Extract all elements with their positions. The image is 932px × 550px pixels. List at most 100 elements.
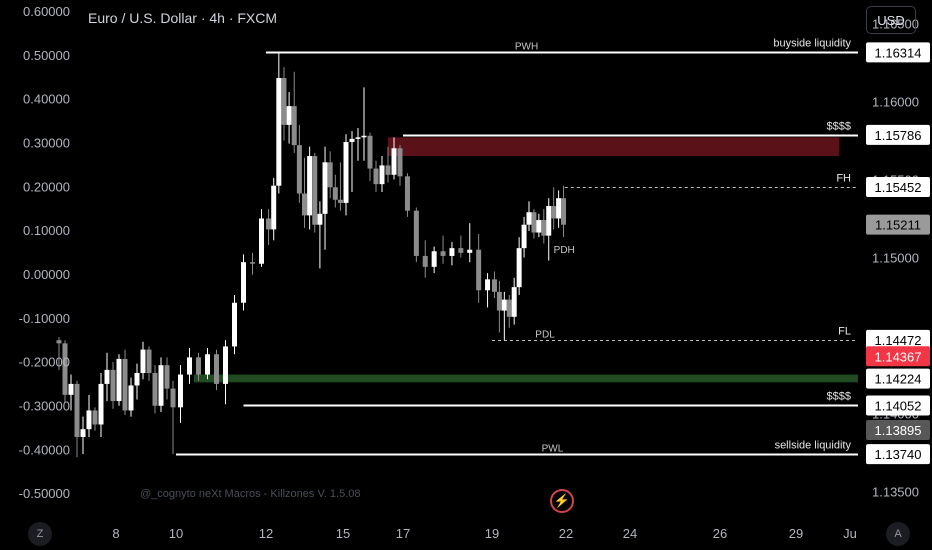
price-label-box [866,214,930,235]
candle-body [146,349,152,373]
candle-body [536,220,542,233]
candle-body [367,135,373,169]
x-axis-tick: 15 [336,526,350,541]
currency-button[interactable]: USD [866,6,916,34]
level-right-label: sellside liquidity [775,440,852,452]
candle-body [541,220,547,236]
candle-body [178,374,183,408]
bearish-order-block-zone [388,137,840,157]
price-label-text: 1.14472 [875,333,922,348]
price-label-box [866,395,930,416]
candle-body [134,372,140,386]
price-label-box [866,346,930,367]
candle-body [214,354,219,384]
level-right-label: FH [836,173,851,185]
left-axis-tick: 0.60000 [23,4,70,19]
x-axis-tick: 29 [789,526,803,541]
candle-body [164,365,170,389]
left-axis-tick: -0.20000 [19,355,70,370]
x-axis-tick: 8 [112,526,119,541]
candle-body [501,299,507,311]
x-axis-tick: 22 [559,526,573,541]
candle-body [68,383,74,395]
right-axis-tick: 1.16000 [872,94,919,109]
x-axis-tick: 17 [396,526,410,541]
candle-body [86,410,92,430]
candle-body [286,106,292,125]
candle-body [327,162,333,188]
x-axis-tick: 24 [623,526,637,541]
candle-body [56,340,62,344]
left-axis-tick: 0.10000 [23,223,70,238]
left-axis-tick: 0.50000 [23,48,70,63]
candle-body [404,176,410,211]
left-axis-tick: 0.00000 [23,267,70,282]
candle-body [92,410,98,425]
price-label-text: 1.15211 [875,218,921,233]
candle-body [158,365,164,406]
candle-body [322,162,328,214]
candle-body [291,106,297,146]
bullish-order-block-zone [194,374,858,383]
auto-scale-button[interactable]: A [886,522,910,546]
lightning-bolt-icon[interactable]: ⚡ [550,489,574,513]
left-axis-tick: 0.30000 [23,136,70,151]
price-label-box [866,124,930,145]
candle-body [170,388,176,408]
candle-body [196,357,201,375]
x-axis-tick: 26 [713,526,727,541]
candle-body [122,358,128,411]
candle-body [205,354,210,375]
level-center-label: PWL [542,444,564,455]
candle-body [98,383,104,425]
candle-body [431,251,437,267]
price-label-text: 1.14224 [875,372,922,387]
candle-body [259,218,264,264]
candle-body [546,206,552,236]
right-axis-tick: 1.15000 [872,251,919,266]
price-label-box [866,444,930,465]
candle-body [496,291,502,311]
candle-body [266,218,272,230]
candle-body [317,213,323,225]
candle-body [62,343,68,395]
price-label-text: 1.15786 [875,128,922,143]
candle-body [516,248,522,288]
candle-body [241,262,246,303]
candle-body [302,193,307,216]
candle-body [556,198,562,219]
price-label-box [866,176,930,197]
left-axis-tick: 0.40000 [23,92,70,107]
x-axis-tick: 19 [485,526,499,541]
x-axis-tick: 10 [169,526,183,541]
price-label-text: 1.16314 [875,45,922,60]
candle-body [491,279,497,292]
candle-body [152,372,158,406]
level-right-label: $$$$ [827,121,851,133]
candle-body [116,358,122,402]
candle-body [526,212,532,225]
x-axis-tick: 12 [259,526,273,541]
candle-body [80,429,86,437]
level-center-label: PWH [515,42,538,53]
left-axis-tick: -0.40000 [19,442,70,457]
candle-body [128,385,134,411]
candle-body [449,248,455,256]
candle-body [332,187,338,200]
level-right-label: FL [838,326,851,338]
candle-body [281,78,287,125]
timezone-button[interactable]: Z [28,522,52,546]
candle-body [511,287,517,317]
candle-body [385,165,391,175]
price-label-text: 1.15452 [875,180,922,195]
candle-body [458,248,464,253]
candle-body [312,156,318,225]
price-label-text: 1.13740 [875,447,922,462]
candle-body [521,224,527,249]
candle-body [379,165,385,185]
candle-body [104,369,110,384]
x-axis-tick: Ju [843,526,857,541]
candle-body [361,135,367,138]
left-axis-tick: -0.10000 [19,311,70,326]
